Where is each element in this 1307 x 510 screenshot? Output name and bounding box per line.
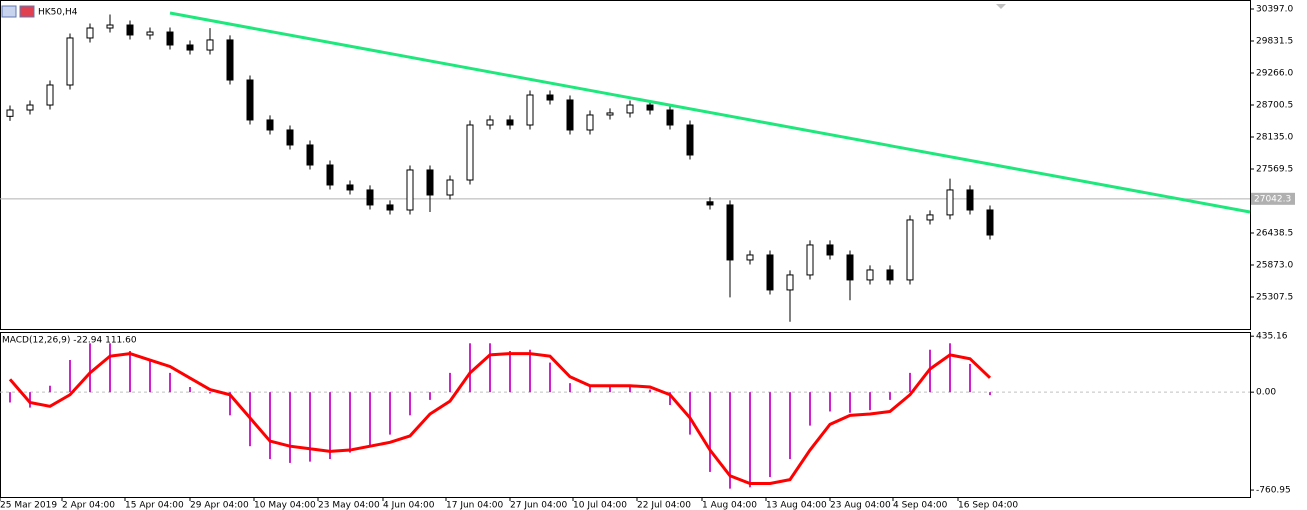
candle-body xyxy=(426,169,434,196)
current-price-label: 27042.3 xyxy=(1254,194,1291,204)
candle-body xyxy=(306,144,314,166)
y-tick-label: 25307.5 xyxy=(1256,292,1293,302)
candle-body xyxy=(826,244,834,256)
candle-body xyxy=(26,104,34,111)
x-tick-label: 10 Jul 04:00 xyxy=(573,501,627,510)
x-tick-label: 15 Apr 04:00 xyxy=(125,501,184,510)
candle-body xyxy=(466,124,474,181)
candle-body xyxy=(246,79,254,121)
y-tick-label: 25873.0 xyxy=(1256,260,1293,270)
candle-body xyxy=(546,94,554,101)
y-tick-label: 26438.5 xyxy=(1256,228,1293,238)
price-panel xyxy=(0,0,1251,330)
y-tick-label: -760.95 xyxy=(1256,486,1291,496)
x-tick-label: 1 Aug 04:00 xyxy=(702,501,757,510)
y-tick-label: 27569.5 xyxy=(1256,164,1293,174)
candle-body xyxy=(126,24,134,36)
candle-body xyxy=(606,112,614,116)
x-tick-label: 13 Aug 04:00 xyxy=(766,501,827,510)
candle-body xyxy=(506,119,514,126)
candle-body xyxy=(946,189,954,216)
y-tick-label: 28135.0 xyxy=(1256,132,1293,142)
shift-marker xyxy=(996,4,1006,9)
y-tick-label: 30397.0 xyxy=(1256,4,1293,14)
x-tick-label: 23 Aug 04:00 xyxy=(830,501,891,510)
candle-body xyxy=(786,274,794,291)
x-tick-label: 4 Jun 04:00 xyxy=(383,501,435,510)
candle-body xyxy=(286,129,294,146)
y-tick-label: 29266.0 xyxy=(1256,68,1293,78)
candle-body xyxy=(206,39,214,51)
symbol-icon xyxy=(1,5,35,18)
candle-body xyxy=(46,84,54,106)
x-tick-label: 2 Apr 04:00 xyxy=(62,501,115,510)
candle-body xyxy=(6,109,14,117)
chart-title: HK50,H4 xyxy=(38,8,78,18)
current-price-box xyxy=(1251,192,1295,205)
candle-body xyxy=(106,24,114,29)
candle-body xyxy=(166,31,174,46)
candle-body xyxy=(686,124,694,156)
candle-body xyxy=(146,31,154,36)
x-tick-label: 29 Apr 04:00 xyxy=(190,501,249,510)
x-tick-label: 27 Jun 04:00 xyxy=(510,501,567,510)
candle-body xyxy=(566,99,574,131)
candle-body xyxy=(366,189,374,206)
candle-body xyxy=(926,214,934,221)
trendline xyxy=(169,11,1251,214)
candle-body xyxy=(526,94,534,126)
x-tick-label: 10 May 04:00 xyxy=(254,501,316,510)
candle-body xyxy=(766,254,774,291)
candle-body xyxy=(86,27,94,39)
x-tick-label: 16 Sep 04:00 xyxy=(958,501,1018,510)
candle-body xyxy=(666,109,674,126)
candle-body xyxy=(866,269,874,281)
indicator-title: MACD(12,26,9) -22.94 111.60 xyxy=(2,336,137,346)
candle-body xyxy=(886,269,894,281)
candle-body xyxy=(706,201,714,206)
candle-body xyxy=(626,104,634,114)
x-tick-label: 17 Jun 04:00 xyxy=(446,501,503,510)
y-tick-label: 0.00 xyxy=(1256,388,1276,398)
macd-panel xyxy=(0,332,1251,498)
candle-body xyxy=(726,204,734,261)
candle-body xyxy=(446,179,454,196)
x-tick-label: 22 Jul 04:00 xyxy=(637,501,691,510)
candle-body xyxy=(186,44,194,51)
candle-body xyxy=(966,189,974,211)
x-tick-label: 25 Mar 2019 xyxy=(0,501,57,510)
candle-body xyxy=(386,204,394,211)
candle-body xyxy=(226,39,234,81)
signal-line xyxy=(8,352,992,485)
y-tick-label: 28700.5 xyxy=(1256,100,1293,110)
candle-body xyxy=(486,119,494,126)
candle-body xyxy=(906,219,914,281)
candle-body xyxy=(406,169,414,211)
candle-body xyxy=(846,254,854,281)
x-tick-label: 4 Sep 04:00 xyxy=(893,501,948,510)
candle-body xyxy=(746,254,754,261)
y-tick-label: 435.16 xyxy=(1256,332,1288,342)
candle-body xyxy=(346,184,354,191)
candle-body xyxy=(266,119,274,131)
candle-body xyxy=(586,114,594,131)
candle-body xyxy=(986,209,994,236)
candle-body xyxy=(806,244,814,276)
y-tick-label: 29831.5 xyxy=(1256,36,1293,46)
x-tick-label: 23 May 04:00 xyxy=(318,501,380,510)
candle-body xyxy=(646,104,654,111)
candle-body xyxy=(66,37,74,86)
candle-body xyxy=(326,164,334,186)
